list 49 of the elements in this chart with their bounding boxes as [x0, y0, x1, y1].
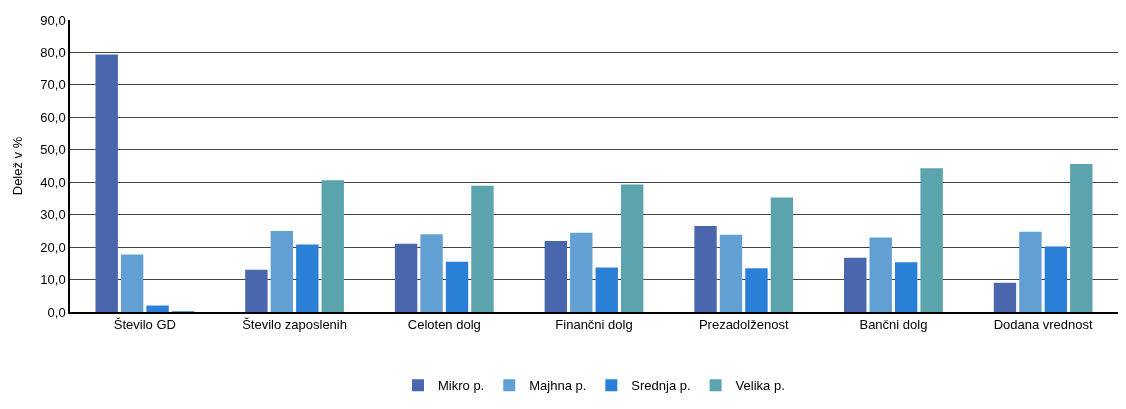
legend-label: Velika p. [735, 378, 785, 394]
bar [120, 254, 144, 312]
y-axis-title: Delež v % [9, 136, 25, 196]
x-tick-label: Število GD [113, 317, 176, 333]
y-tick-label: 50,0 [40, 142, 66, 158]
bar [920, 168, 943, 312]
bar [844, 257, 867, 312]
y-tick-label: 40,0 [40, 174, 66, 190]
legend-label: Mikro p. [438, 378, 485, 394]
y-tick-label: 0,0 [47, 304, 66, 320]
y-tick-label: 10,0 [40, 272, 66, 288]
x-tick-label: Število zaposlenih [242, 317, 347, 333]
bar [445, 261, 469, 312]
bar [570, 232, 593, 312]
bar [869, 237, 892, 312]
bar [770, 197, 794, 312]
y-tick-label: 80,0 [40, 44, 66, 60]
bar [245, 269, 268, 312]
bar [745, 268, 768, 312]
x-tick-label: Finančni dolg [555, 317, 633, 333]
legend-label: Majhna p. [529, 378, 587, 394]
bar [694, 226, 717, 312]
y-tick-label: 60,0 [40, 109, 66, 125]
bar [719, 234, 743, 312]
bar [1019, 231, 1042, 312]
x-tick-label: Prezadolženost [698, 317, 789, 333]
bar [420, 234, 443, 312]
bar [146, 305, 169, 312]
x-tick-label: Dodana vrednost [993, 317, 1094, 333]
legend-label: Srednja p. [631, 378, 691, 394]
y-tick-label: 70,0 [40, 77, 66, 93]
y-tick-label: 20,0 [40, 239, 66, 255]
bar [1070, 164, 1093, 312]
bar [993, 282, 1017, 312]
bar [394, 243, 418, 312]
x-tick-label: Celoten dolg [407, 317, 481, 333]
bar [471, 185, 494, 312]
bar [620, 184, 644, 312]
bar [544, 240, 568, 312]
bar [1044, 246, 1068, 312]
bar [270, 230, 294, 312]
bar [321, 180, 344, 312]
y-tick-label: 30,0 [40, 207, 66, 223]
bar [95, 54, 118, 312]
y-tick-label: 90,0 [40, 12, 66, 28]
bar [894, 262, 918, 312]
bar [296, 244, 319, 312]
x-tick-label: Bančni dolg [859, 317, 928, 333]
bar [595, 267, 618, 312]
